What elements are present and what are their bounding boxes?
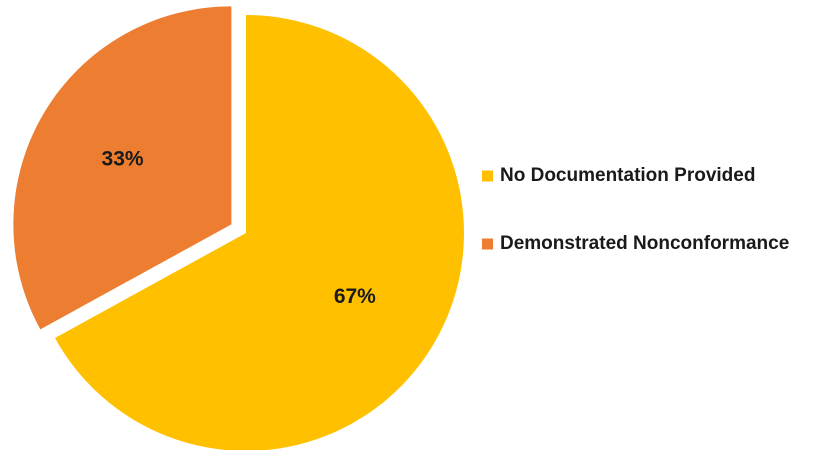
legend-item: No Documentation Provided (482, 165, 755, 186)
pie-slice-demonstrated-nonconformance (13, 6, 232, 330)
legend-label: No Documentation Provided (500, 165, 755, 186)
legend-label: Demonstrated Nonconformance (500, 233, 789, 254)
pie-slice-no-documentation-provided (54, 15, 465, 450)
pie-slices (13, 6, 465, 450)
legend-swatch (482, 238, 493, 250)
pie-slice-labels: 67% 33% (102, 148, 377, 308)
legend-swatch (482, 170, 493, 182)
pie-slice-value-label: 67% (334, 285, 376, 308)
pie-slice-value-label: 33% (102, 148, 144, 171)
legend: No Documentation Provided Demonstrated No… (482, 165, 789, 254)
legend-item: Demonstrated Nonconformance (482, 233, 789, 254)
